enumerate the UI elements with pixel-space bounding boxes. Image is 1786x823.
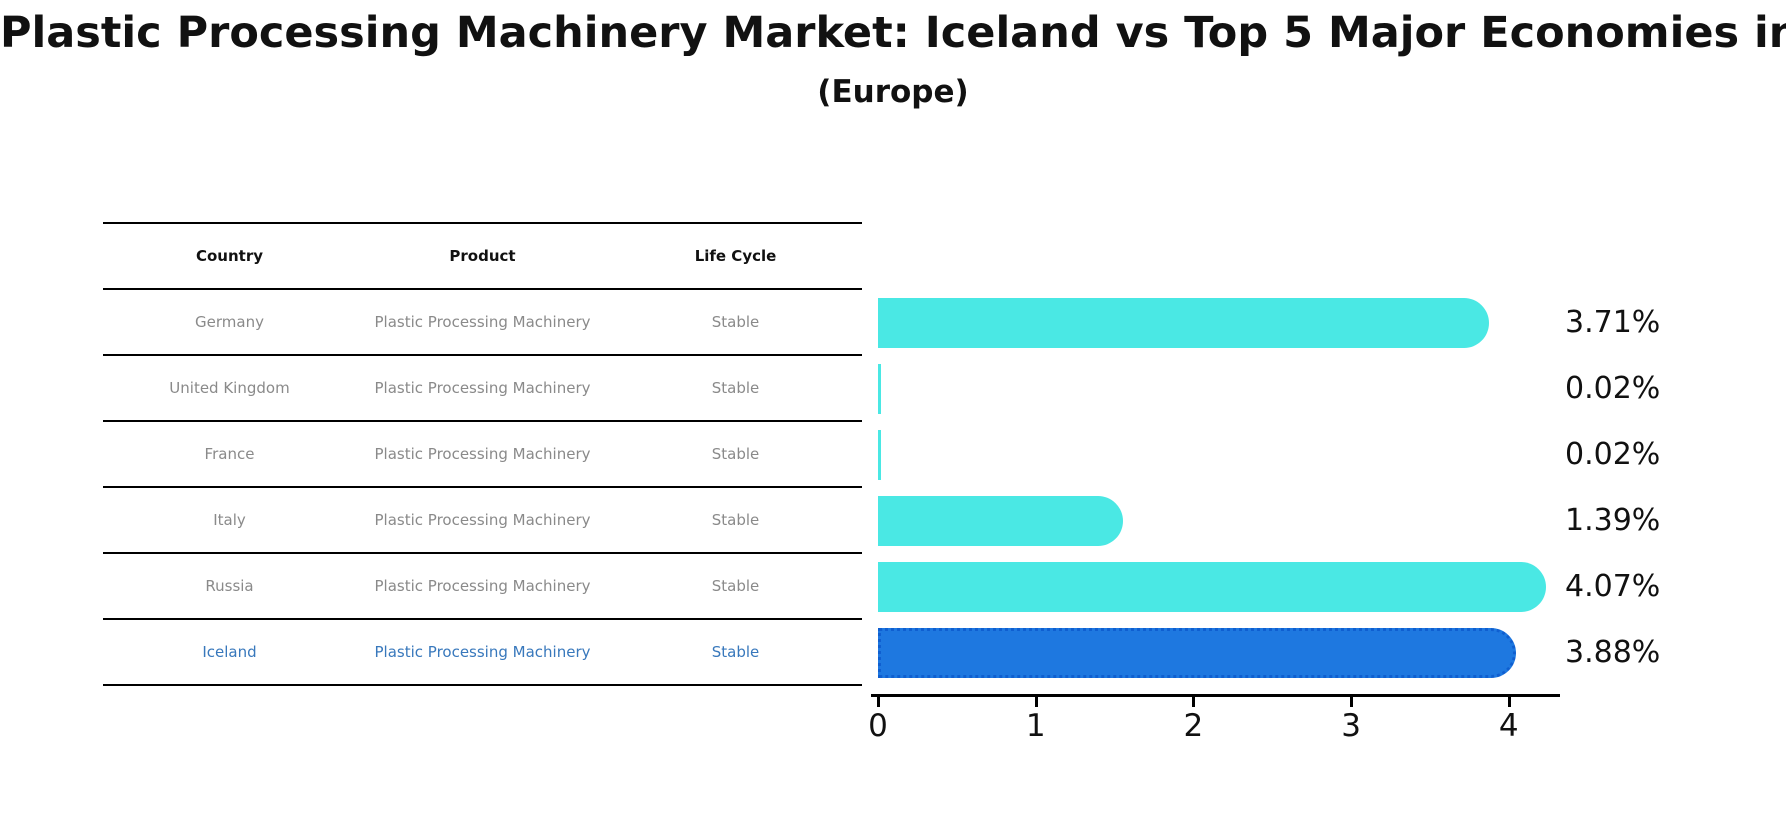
x-axis-line	[871, 694, 1560, 697]
product-cell: Plastic Processing Machinery	[374, 379, 591, 397]
lifecycle-cell: Stable	[711, 445, 760, 463]
page-title: Plastic Processing Machinery Market: Ice…	[0, 8, 1786, 58]
bar-france	[878, 430, 882, 480]
table-row-italy: Italy Plastic Processing Machinery Stabl…	[103, 488, 862, 554]
country-cell: France	[204, 445, 255, 463]
value-label-italy: 1.39%	[1565, 503, 1661, 538]
lifecycle-cell: Stable	[711, 511, 760, 529]
country-cell: United Kingdom	[169, 379, 290, 397]
value-label-iceland: 3.88%	[1565, 635, 1661, 670]
x-tick-mark	[877, 697, 880, 707]
lifecycle-cell: Stable	[711, 643, 760, 661]
product-cell: Plastic Processing Machinery	[374, 511, 591, 529]
bar-italy	[878, 496, 1124, 546]
product-cell: Plastic Processing Machinery	[374, 577, 591, 595]
table-row-iceland: Iceland Plastic Processing Machinery Sta…	[103, 620, 862, 686]
country-cell: Russia	[205, 577, 254, 595]
table-row-russia: Russia Plastic Processing Machinery Stab…	[103, 554, 862, 620]
x-tick-mark	[1034, 697, 1038, 707]
data-table: Country Product Life Cycle Germany Plast…	[103, 222, 862, 686]
bar-russia	[878, 562, 1546, 612]
x-tick-label: 0	[868, 708, 888, 744]
x-tick-mark	[1507, 697, 1511, 707]
product-cell: Plastic Processing Machinery	[374, 643, 591, 661]
country-cell: Italy	[213, 511, 246, 529]
col-header-product: Product	[449, 247, 516, 265]
col-header-country: Country	[195, 247, 264, 265]
x-tick-label: 1	[1025, 708, 1046, 744]
bar-united-kingdom	[878, 364, 882, 414]
col-header-lifecycle: Life Cycle	[694, 247, 777, 265]
value-label-germany: 3.71%	[1565, 305, 1661, 340]
x-tick-label: 2	[1183, 708, 1204, 744]
lifecycle-cell: Stable	[711, 379, 760, 397]
country-cell: Germany	[195, 313, 264, 331]
lifecycle-cell: Stable	[711, 577, 760, 595]
table-row-germany: Germany Plastic Processing Machinery Sta…	[103, 290, 862, 356]
bar-iceland	[878, 628, 1516, 678]
table-row-france: France Plastic Processing Machinery Stab…	[103, 422, 862, 488]
x-tick-label: 3	[1341, 708, 1361, 744]
lifecycle-cell: Stable	[711, 313, 760, 331]
country-cell: Iceland	[202, 643, 257, 661]
table-header-row: Country Product Life Cycle	[103, 224, 862, 290]
value-label-russia: 4.07%	[1565, 569, 1661, 604]
value-label-united-kingdom: 0.02%	[1565, 371, 1661, 406]
bar-germany	[878, 298, 1490, 348]
x-tick-mark	[1192, 697, 1196, 707]
x-tick-mark	[1350, 697, 1354, 707]
product-cell: Plastic Processing Machinery	[374, 313, 591, 331]
table-row-united-kingdom: United Kingdom Plastic Processing Machin…	[103, 356, 862, 422]
value-label-france: 0.02%	[1565, 437, 1661, 472]
product-cell: Plastic Processing Machinery	[374, 445, 591, 463]
page-subtitle: (Europe)	[817, 74, 969, 110]
x-tick-label: 4	[1498, 708, 1519, 744]
